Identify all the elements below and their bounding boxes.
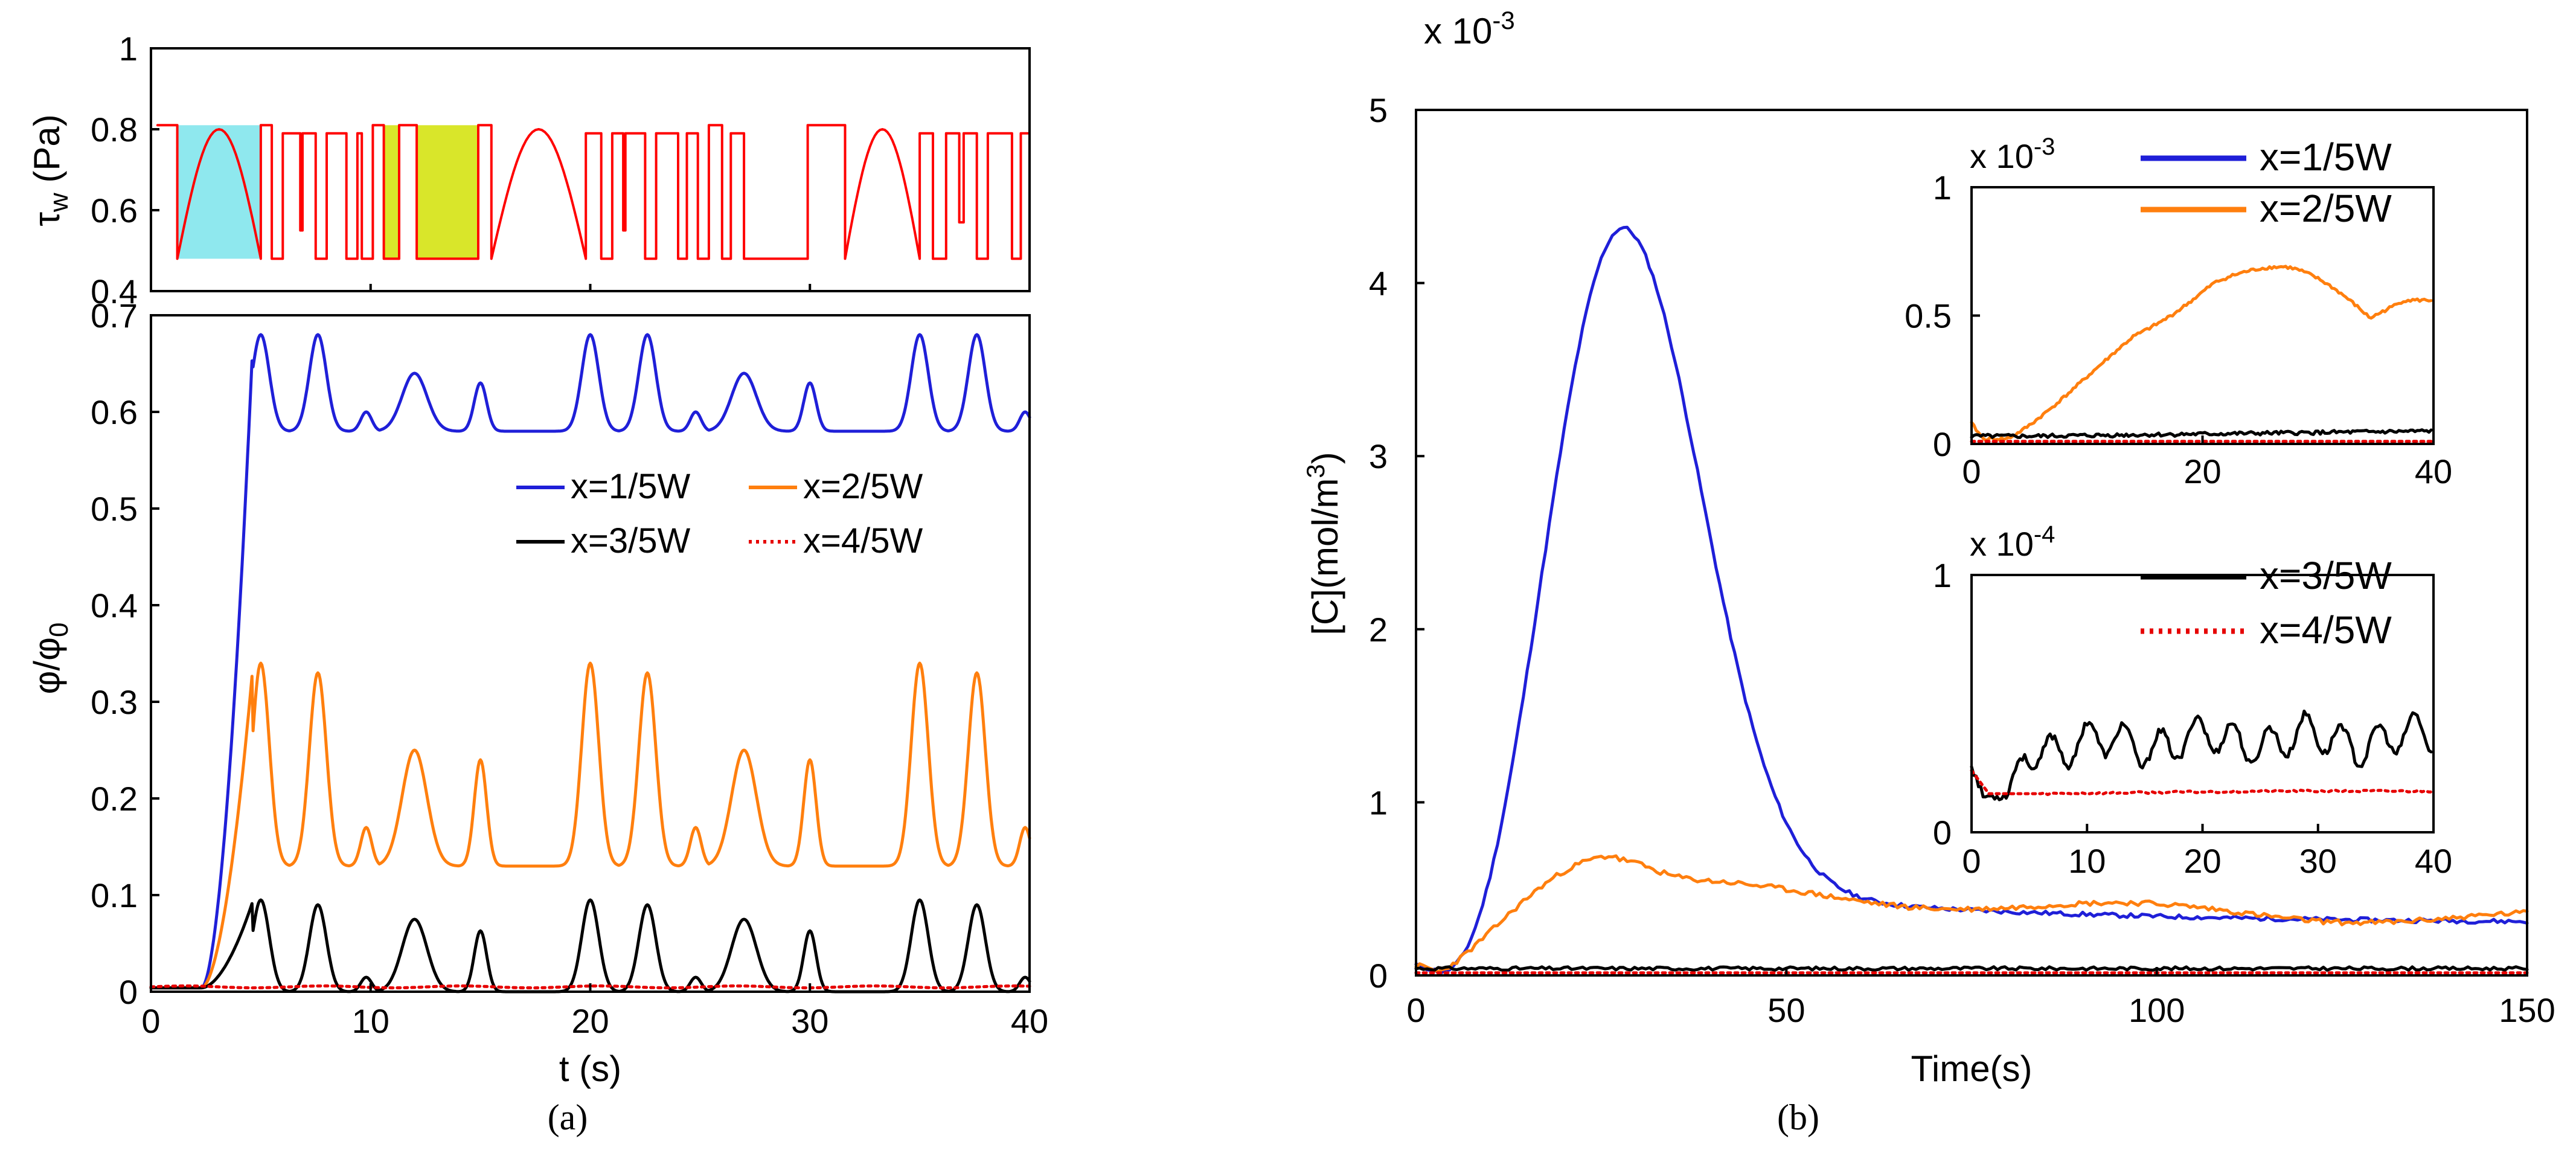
y-title-sub: 0 — [44, 623, 74, 637]
x-tick-label: 50 — [1767, 991, 1805, 1029]
scale-exp: -3 — [1492, 6, 1514, 34]
x-tick-label: 10 — [352, 1002, 389, 1040]
series-line-b-1 — [1414, 854, 2529, 974]
tau-unit: (Pa) — [27, 114, 67, 193]
y-tick-label: 0.5 — [91, 490, 138, 528]
y-tick-label: 0.8 — [91, 111, 138, 149]
legend-label-3: x=4/5W — [803, 521, 923, 560]
legend-label-0: x=1/5W — [571, 467, 690, 506]
x-tick-label: 20 — [571, 1002, 609, 1040]
scale-factor-b: x 10-3 — [1424, 6, 1515, 51]
inset2-legend-label-0: x=3/5W — [2260, 554, 2392, 597]
shaded-region-2 — [417, 125, 478, 259]
y-tick-label: 0.3 — [91, 683, 138, 721]
caption-a: (a) — [548, 1097, 588, 1137]
series-line-tau — [156, 124, 1031, 260]
inset2-series-black — [1970, 709, 2433, 801]
axes-a-main — [150, 314, 1031, 993]
y-tick-label: 3 — [1369, 437, 1388, 475]
y-tick-label: 0.4 — [91, 586, 138, 625]
data-series — [149, 124, 2529, 994]
x-tick-label: 20 — [2184, 452, 2221, 490]
inset1-series-orange — [1970, 265, 2433, 442]
series-line-b-0 — [1414, 225, 2529, 975]
y-tick-label: 0 — [1933, 814, 1952, 852]
y-tick-label: 1 — [119, 30, 138, 68]
y-tick-label: 0.4 — [91, 272, 138, 310]
y-tick-label: 0.1 — [91, 876, 138, 914]
caption-b: (b) — [1777, 1097, 1819, 1137]
y-tick-label: 1 — [1933, 556, 1952, 594]
scale-base: x 10 — [1424, 11, 1492, 51]
x-tick-label: 0 — [141, 1002, 160, 1040]
scale-factor-inset2: x 10-4 — [1970, 521, 2055, 563]
conc-label: [C](mol/m — [1305, 478, 1345, 635]
series-line-2 — [149, 898, 1031, 994]
series-line-0 — [149, 333, 1031, 990]
scale-exp: -4 — [2034, 521, 2055, 548]
y-tick-label: 0 — [119, 973, 138, 1011]
y-tick-label: 1 — [1369, 783, 1388, 821]
x-tick-label: 0 — [1962, 842, 1981, 880]
x-tick-label: 0 — [1406, 991, 1425, 1029]
y-tick-label: 1 — [1933, 169, 1952, 207]
y-tick-label: 2 — [1369, 611, 1388, 649]
y-axis-title-text: φ/φ0 — [27, 623, 74, 695]
y-axis-title-top-text: τw (Pa) — [27, 114, 74, 226]
y-tick-label: 0 — [1933, 425, 1952, 463]
y-axis-title-b: [C](mol/m3) — [1301, 452, 1345, 635]
shaded-region-0 — [177, 125, 261, 259]
scale-factor-inset1: x 10-3 — [1970, 133, 2055, 175]
x-tick-label: 20 — [2184, 842, 2221, 880]
conc-sup: 3 — [1301, 464, 1330, 478]
y-tick-label: 4 — [1369, 265, 1388, 303]
series-line-b-2 — [1414, 965, 2529, 972]
series-line-3 — [149, 984, 1031, 990]
y-tick-label: 0 — [1369, 957, 1388, 995]
x-tick-label: 40 — [2415, 452, 2452, 490]
legend-label-2: x=3/5W — [571, 521, 690, 560]
axes-b-main — [1415, 109, 2528, 977]
x-tick-label: 30 — [791, 1002, 828, 1040]
y-tick-label: 0.6 — [91, 393, 138, 431]
y-tick-label: 5 — [1369, 91, 1388, 129]
inset1-legend-label-1: x=2/5W — [2260, 187, 2392, 230]
tau-symbol: τ — [27, 212, 67, 226]
x-tick-label: 0 — [1962, 452, 1981, 490]
shaded-region-1 — [383, 125, 400, 259]
y-axis-title: φ/φ0 — [27, 623, 74, 695]
y-tick-label: 0.7 — [91, 297, 138, 335]
legend-label-1: x=2/5W — [803, 467, 923, 506]
x-tick-label: 40 — [2415, 842, 2452, 880]
x-axis-title-b: Time(s) — [1911, 1048, 2032, 1089]
scale-base: x 10 — [1970, 137, 2034, 175]
y-axis-title-b-text: [C](mol/m3) — [1301, 452, 1345, 635]
scale-base: x 10 — [1970, 525, 2034, 563]
inset1-legend-label-0: x=1/5W — [2260, 135, 2392, 179]
inset2-background — [1972, 575, 2433, 832]
series-line-1 — [149, 661, 1031, 990]
y-title-main: φ/φ — [27, 637, 67, 694]
inset2-legend-label-1: x=4/5W — [2260, 608, 2392, 652]
conc-close: ) — [1305, 452, 1345, 464]
inset1-series-black — [1970, 428, 2433, 439]
y-tick-label: 0.6 — [91, 191, 138, 230]
scale-exp: -3 — [2034, 133, 2055, 160]
x-tick-label: 100 — [2129, 991, 2185, 1029]
x-axis-title: t (s) — [559, 1048, 621, 1089]
inset2-series-red — [1970, 769, 2434, 797]
tau-sub: w — [44, 193, 74, 213]
y-tick-label: 0.5 — [1905, 297, 1952, 335]
y-axis-title-top: τw (Pa) — [27, 114, 74, 226]
x-tick-label: 10 — [2068, 842, 2106, 880]
x-tick-label: 150 — [2499, 991, 2555, 1029]
y-tick-label: 0.2 — [91, 780, 138, 818]
x-tick-label: 40 — [1011, 1002, 1048, 1040]
inset1-background — [1972, 187, 2433, 444]
x-tick-label: 30 — [2299, 842, 2337, 880]
